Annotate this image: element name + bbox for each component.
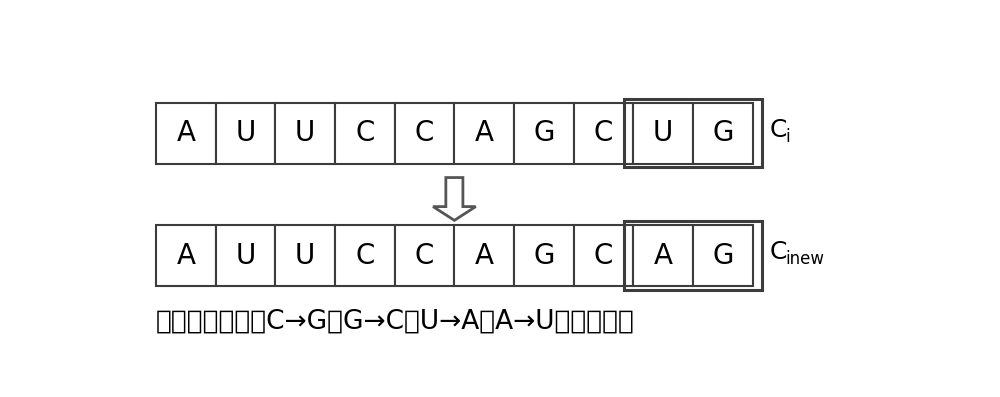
Text: A: A [654, 241, 673, 270]
Bar [335, 103, 395, 164]
Text: U: U [235, 119, 256, 147]
Bar [395, 103, 454, 164]
Text: C: C [594, 241, 613, 270]
Text: G: G [712, 241, 734, 270]
Bar [156, 225, 216, 286]
Text: U: U [235, 241, 256, 270]
Text: C: C [770, 241, 787, 264]
Bar [624, 221, 762, 290]
Polygon shape [433, 177, 476, 220]
Text: A: A [475, 241, 494, 270]
Bar [275, 103, 335, 164]
Bar [454, 225, 514, 286]
Bar [514, 225, 574, 286]
Text: i: i [785, 128, 790, 146]
Text: A: A [176, 119, 195, 147]
Bar [693, 103, 753, 164]
Bar [574, 225, 633, 286]
Text: C: C [594, 119, 613, 147]
Text: A: A [475, 119, 494, 147]
Text: C: C [355, 119, 375, 147]
Text: C: C [415, 119, 434, 147]
Bar [454, 103, 514, 164]
Text: C: C [355, 241, 375, 270]
Text: G: G [533, 119, 555, 147]
Text: G: G [712, 119, 734, 147]
Bar [693, 225, 753, 286]
Bar [216, 225, 275, 286]
Text: C: C [770, 118, 787, 142]
Bar [275, 225, 335, 286]
Text: A: A [176, 241, 195, 270]
Text: C: C [415, 241, 434, 270]
Bar [216, 103, 275, 164]
Text: inew: inew [785, 250, 824, 268]
Bar [624, 99, 762, 168]
Text: U: U [295, 119, 315, 147]
Text: U: U [295, 241, 315, 270]
Bar [156, 103, 216, 164]
Bar [335, 225, 395, 286]
Text: G: G [533, 241, 555, 270]
Text: 对选定碱基进行C→G，G→C，U→A，A→U的变异操作: 对选定碱基进行C→G，G→C，U→A，A→U的变异操作 [156, 309, 635, 335]
Bar [514, 103, 574, 164]
Bar [633, 225, 693, 286]
Bar [395, 225, 454, 286]
Bar [633, 103, 693, 164]
Text: U: U [653, 119, 673, 147]
Bar [574, 103, 633, 164]
